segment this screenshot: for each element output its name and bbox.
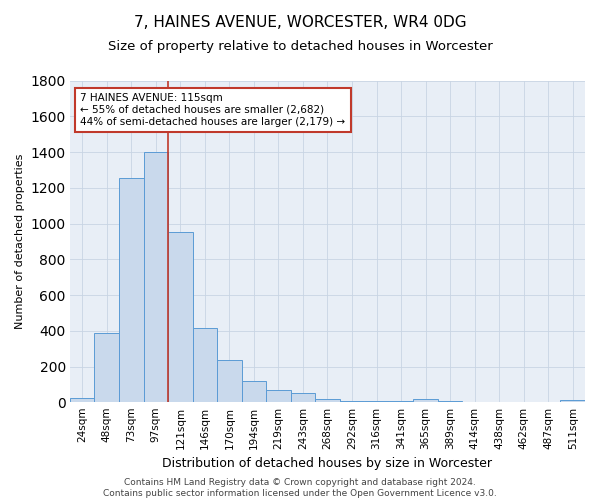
Text: 7 HAINES AVENUE: 115sqm
← 55% of detached houses are smaller (2,682)
44% of semi: 7 HAINES AVENUE: 115sqm ← 55% of detache… (80, 94, 346, 126)
Text: Size of property relative to detached houses in Worcester: Size of property relative to detached ho… (107, 40, 493, 53)
Bar (242, 382, 266, 402)
Bar (168, 232, 193, 402)
Text: Contains HM Land Registry data © Crown copyright and database right 2024.
Contai: Contains HM Land Registry data © Crown c… (103, 478, 497, 498)
Bar (119, 178, 143, 402)
Bar (340, 401, 364, 402)
Bar (217, 360, 242, 403)
Bar (560, 400, 585, 402)
Text: 7, HAINES AVENUE, WORCESTER, WR4 0DG: 7, HAINES AVENUE, WORCESTER, WR4 0DG (134, 15, 466, 30)
Bar (413, 399, 438, 402)
X-axis label: Distribution of detached houses by size in Worcester: Distribution of detached houses by size … (163, 457, 493, 470)
Bar (193, 328, 217, 402)
Bar (290, 394, 315, 402)
Bar (438, 401, 463, 402)
Bar (70, 398, 94, 402)
Bar (364, 401, 389, 402)
Bar (266, 390, 290, 402)
Y-axis label: Number of detached properties: Number of detached properties (15, 154, 25, 329)
Bar (315, 399, 340, 402)
Bar (143, 152, 168, 403)
Bar (389, 401, 413, 402)
Bar (94, 332, 119, 402)
